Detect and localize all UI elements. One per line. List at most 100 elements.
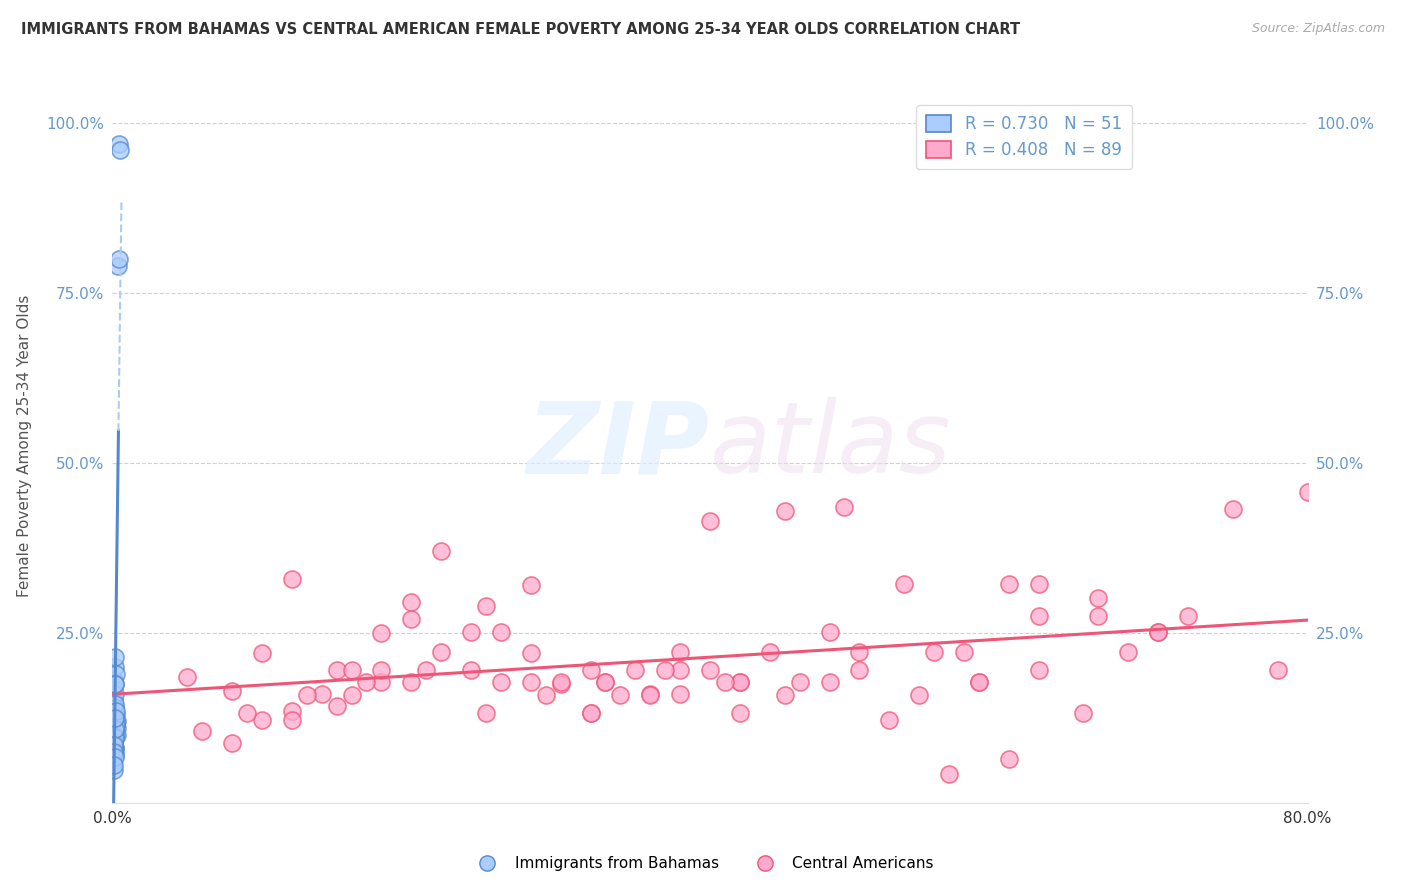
Point (460, 663, 482, 677)
Point (699, 514, 721, 528)
Point (818, 624, 841, 639)
Point (370, 674, 392, 689)
Text: ZIP: ZIP (527, 398, 710, 494)
Point (460, 624, 482, 639)
Point (834, 500, 856, 515)
Point (922, 645, 945, 659)
Point (103, 721, 125, 735)
Point (579, 663, 602, 677)
Point (624, 663, 647, 677)
Point (1267, 663, 1289, 677)
Point (550, 677, 572, 691)
Point (579, 706, 602, 720)
Point (281, 572, 304, 586)
Point (520, 578, 543, 592)
Point (1028, 608, 1050, 623)
Point (104, 687, 127, 701)
Point (250, 646, 273, 660)
Point (370, 663, 392, 677)
Point (103, 745, 125, 759)
Point (773, 503, 796, 517)
Point (415, 663, 437, 677)
Point (295, 689, 318, 703)
Point (1147, 624, 1170, 639)
Y-axis label: Female Poverty Among 25-34 Year Olds: Female Poverty Among 25-34 Year Olds (17, 295, 32, 597)
Point (108, 144, 131, 158)
Point (640, 689, 662, 703)
Legend: Immigrants from Bahamas, Central Americans: Immigrants from Bahamas, Central America… (465, 850, 941, 877)
Point (104, 677, 127, 691)
Point (104, 714, 127, 729)
Point (534, 689, 557, 703)
Point (848, 663, 870, 677)
Point (848, 645, 870, 659)
Point (105, 728, 128, 742)
Point (879, 713, 901, 727)
Point (967, 674, 990, 689)
Point (998, 577, 1021, 591)
Point (401, 674, 423, 689)
Point (104, 677, 127, 691)
Point (103, 738, 125, 752)
Point (105, 714, 128, 729)
Point (104, 748, 127, 763)
Point (759, 645, 782, 659)
Point (103, 711, 125, 725)
Point (104, 724, 127, 739)
Point (103, 707, 125, 722)
Point (595, 674, 617, 689)
Point (475, 706, 498, 720)
Point (325, 699, 347, 714)
Point (773, 689, 796, 703)
Point (609, 689, 631, 703)
Point (789, 674, 811, 689)
Point (998, 751, 1021, 765)
Point (103, 734, 125, 748)
Point (104, 711, 127, 725)
Point (107, 252, 129, 266)
Point (938, 767, 960, 781)
Point (104, 723, 127, 737)
Point (1073, 706, 1095, 720)
Point (489, 674, 512, 689)
Point (103, 745, 125, 759)
Point (221, 736, 243, 750)
Point (103, 711, 125, 725)
Point (105, 666, 128, 681)
Point (311, 687, 333, 701)
Point (103, 758, 125, 772)
Point (401, 612, 423, 626)
Point (520, 646, 543, 660)
Point (714, 674, 737, 689)
Point (104, 660, 127, 674)
Point (1222, 502, 1244, 516)
Point (104, 698, 127, 712)
Point (107, 259, 129, 273)
Point (104, 741, 127, 756)
Point (105, 707, 128, 722)
Point (1177, 608, 1199, 623)
Point (1147, 624, 1170, 639)
Point (669, 687, 692, 701)
Point (401, 595, 423, 609)
Point (818, 674, 841, 689)
Point (281, 704, 304, 718)
Point (103, 763, 125, 777)
Point (967, 674, 990, 689)
Point (1087, 591, 1109, 605)
Point (669, 645, 692, 659)
Point (281, 713, 304, 727)
Point (103, 729, 125, 743)
Point (325, 663, 347, 677)
Point (475, 599, 498, 613)
Point (103, 673, 125, 688)
Point (104, 728, 127, 742)
Point (370, 626, 392, 640)
Point (191, 724, 214, 739)
Point (640, 687, 662, 701)
Point (104, 704, 127, 718)
Point (104, 731, 127, 746)
Point (699, 663, 721, 677)
Point (103, 755, 125, 769)
Point (430, 544, 453, 558)
